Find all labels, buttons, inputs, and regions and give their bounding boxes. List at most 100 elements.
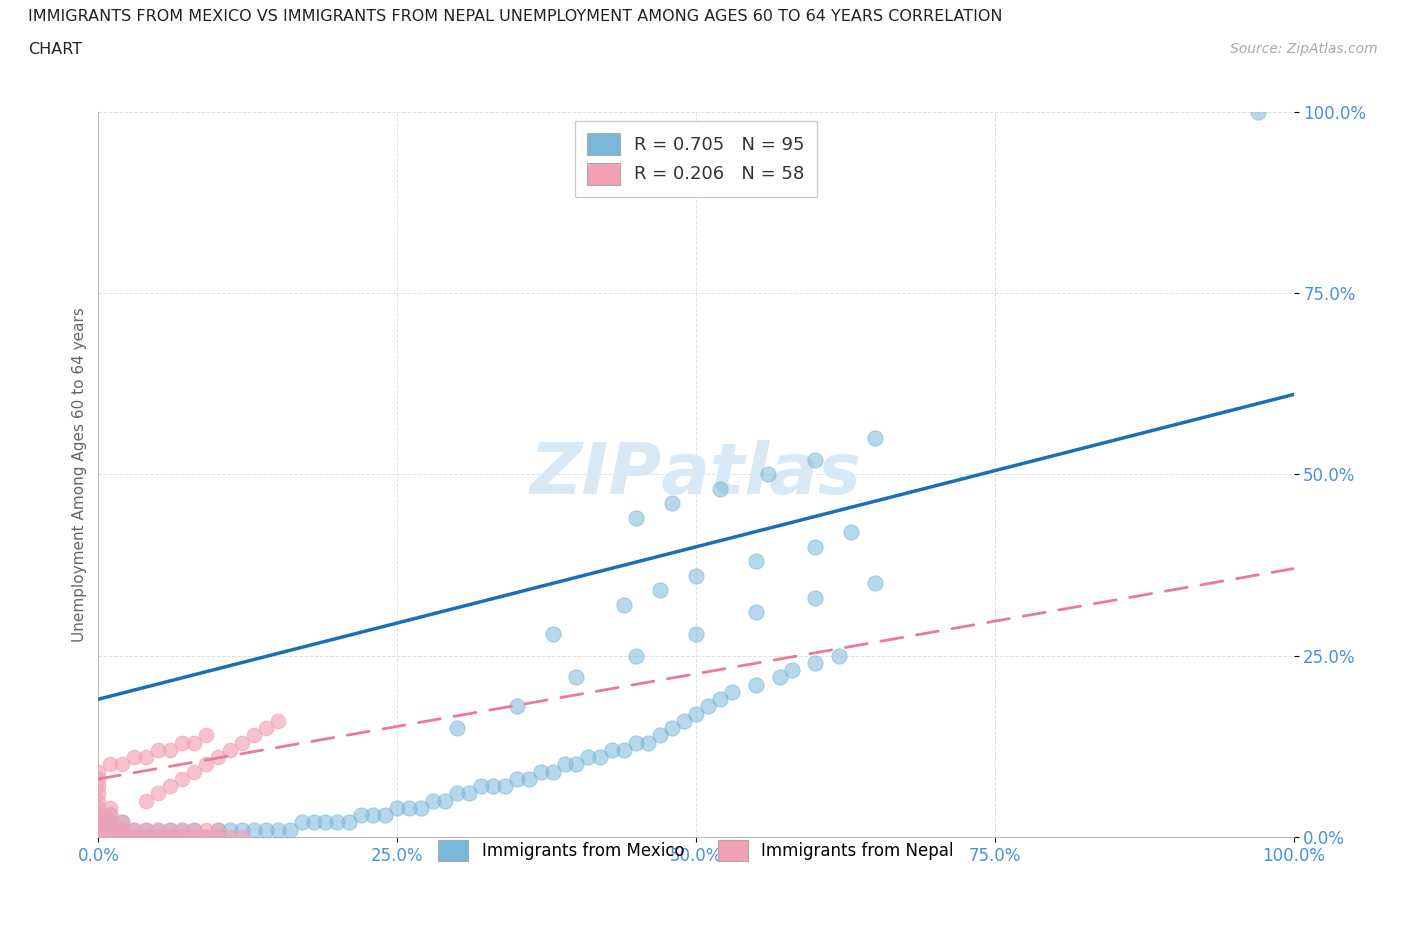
Point: [626, 648, 648, 663]
Point: [124, 822, 146, 837]
Point: [768, 670, 790, 684]
Point: [637, 736, 659, 751]
Point: [494, 778, 516, 793]
Point: [267, 713, 290, 728]
Point: [159, 742, 181, 757]
Point: [87, 793, 110, 808]
Point: [183, 822, 205, 837]
Point: [111, 822, 134, 837]
Point: [219, 830, 242, 844]
Point: [350, 808, 373, 823]
Point: [195, 830, 218, 844]
Point: [219, 742, 242, 757]
Text: Source: ZipAtlas.com: Source: ZipAtlas.com: [1230, 42, 1378, 56]
Point: [339, 815, 361, 830]
Point: [326, 815, 349, 830]
Point: [98, 815, 122, 830]
Point: [111, 757, 134, 772]
Point: [219, 822, 242, 837]
Point: [195, 757, 218, 772]
Point: [613, 742, 636, 757]
Point: [207, 750, 229, 764]
Point: [183, 736, 205, 751]
Point: [183, 764, 205, 779]
Point: [804, 591, 827, 605]
Point: [530, 764, 553, 779]
Point: [148, 830, 170, 844]
Point: [87, 764, 110, 779]
Point: [195, 728, 218, 743]
Point: [589, 750, 612, 764]
Point: [159, 822, 181, 837]
Point: [828, 648, 851, 663]
Point: [172, 822, 194, 837]
Point: [673, 713, 696, 728]
Point: [98, 808, 122, 823]
Point: [231, 736, 253, 751]
Point: [111, 815, 134, 830]
Point: [148, 822, 170, 837]
Point: [756, 467, 779, 482]
Point: [613, 597, 636, 612]
Point: [517, 772, 540, 787]
Text: ZIP​atlas: ZIP​atlas: [530, 440, 862, 509]
Point: [87, 778, 110, 793]
Point: [98, 822, 122, 837]
Point: [254, 721, 277, 736]
Point: [159, 822, 181, 837]
Point: [124, 830, 146, 844]
Point: [565, 757, 588, 772]
Point: [745, 604, 768, 619]
Point: [709, 482, 731, 497]
Point: [422, 793, 444, 808]
Point: [541, 627, 564, 642]
Point: [398, 801, 420, 816]
Point: [135, 830, 157, 844]
Point: [661, 496, 683, 511]
Point: [172, 830, 194, 844]
Point: [135, 822, 157, 837]
Point: [302, 815, 325, 830]
Point: [865, 431, 887, 445]
Point: [124, 830, 146, 844]
Point: [148, 786, 170, 801]
Point: [661, 721, 683, 736]
Point: [207, 830, 229, 844]
Point: [207, 830, 229, 844]
Point: [685, 627, 707, 642]
Point: [148, 830, 170, 844]
Point: [278, 822, 301, 837]
Point: [721, 684, 744, 699]
Point: [159, 778, 181, 793]
Point: [87, 786, 110, 801]
Point: [135, 822, 157, 837]
Point: [745, 677, 768, 692]
Point: [87, 830, 110, 844]
Point: [159, 830, 181, 844]
Text: CHART: CHART: [28, 42, 82, 57]
Point: [841, 525, 863, 539]
Point: [111, 830, 134, 844]
Point: [446, 786, 468, 801]
Point: [697, 699, 720, 714]
Point: [207, 822, 229, 837]
Point: [159, 830, 181, 844]
Point: [111, 822, 134, 837]
Y-axis label: Unemployment Among Ages 60 to 64 years: Unemployment Among Ages 60 to 64 years: [72, 307, 87, 642]
Point: [98, 822, 122, 837]
Point: [172, 772, 194, 787]
Point: [148, 742, 170, 757]
Point: [87, 815, 110, 830]
Point: [434, 793, 457, 808]
Point: [87, 830, 110, 844]
Point: [315, 815, 337, 830]
Point: [195, 830, 218, 844]
Point: [481, 778, 505, 793]
Point: [243, 728, 266, 743]
Point: [865, 576, 887, 591]
Point: [87, 830, 110, 844]
Point: [804, 539, 827, 554]
Point: [183, 822, 205, 837]
Point: [195, 822, 218, 837]
Point: [87, 772, 110, 787]
